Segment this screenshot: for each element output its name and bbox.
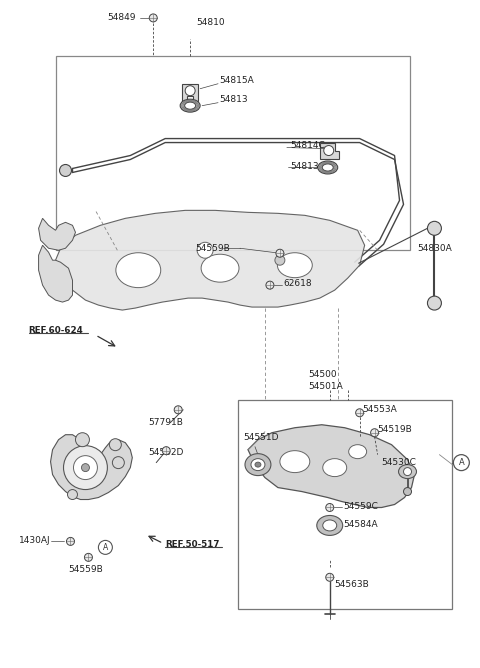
Circle shape — [371, 429, 379, 437]
Ellipse shape — [322, 164, 333, 171]
Circle shape — [84, 553, 93, 561]
Ellipse shape — [116, 253, 161, 288]
Circle shape — [174, 405, 182, 413]
Circle shape — [404, 488, 411, 496]
Text: 54584A: 54584A — [344, 520, 378, 529]
Circle shape — [275, 255, 285, 265]
Text: A: A — [103, 543, 108, 552]
Circle shape — [356, 409, 364, 417]
Circle shape — [73, 456, 97, 480]
Bar — [238, 400, 452, 609]
Polygon shape — [38, 218, 75, 250]
Circle shape — [266, 281, 274, 289]
Circle shape — [149, 14, 157, 22]
Circle shape — [112, 457, 124, 469]
Circle shape — [197, 242, 213, 259]
Circle shape — [324, 146, 334, 156]
Polygon shape — [320, 142, 339, 158]
Text: 54813: 54813 — [219, 95, 248, 104]
Text: 54563B: 54563B — [335, 580, 370, 589]
Ellipse shape — [348, 445, 367, 459]
Text: REF.60-624: REF.60-624 — [29, 325, 84, 335]
Text: 54814C: 54814C — [290, 141, 324, 150]
Text: 54559C: 54559C — [344, 502, 379, 511]
Text: A: A — [458, 458, 464, 467]
Ellipse shape — [201, 255, 239, 282]
Polygon shape — [182, 84, 198, 101]
Ellipse shape — [404, 468, 411, 476]
Text: 54501A: 54501A — [308, 382, 343, 391]
Text: 54530C: 54530C — [382, 458, 417, 467]
Ellipse shape — [280, 451, 310, 472]
Circle shape — [326, 504, 334, 512]
Text: REF.50-517: REF.50-517 — [165, 540, 220, 549]
Polygon shape — [248, 425, 415, 508]
Circle shape — [109, 439, 121, 451]
Text: 57791B: 57791B — [148, 418, 183, 428]
Ellipse shape — [398, 465, 417, 478]
Text: 62618: 62618 — [283, 279, 312, 288]
Ellipse shape — [255, 462, 261, 467]
Text: 54815A: 54815A — [219, 76, 254, 86]
Bar — [56, 56, 409, 250]
Text: 54559B: 54559B — [195, 244, 230, 253]
Text: 54551D: 54551D — [243, 434, 278, 442]
Circle shape — [454, 455, 469, 470]
Circle shape — [428, 296, 442, 310]
Ellipse shape — [185, 102, 196, 110]
Text: 1430AJ: 1430AJ — [19, 536, 50, 545]
Text: 54559B: 54559B — [69, 565, 103, 574]
Circle shape — [82, 464, 89, 472]
Circle shape — [68, 490, 77, 500]
Circle shape — [428, 221, 442, 235]
Text: 54830A: 54830A — [418, 244, 452, 253]
Ellipse shape — [318, 161, 338, 174]
Circle shape — [98, 540, 112, 554]
Circle shape — [162, 447, 170, 455]
Ellipse shape — [323, 459, 347, 476]
Circle shape — [326, 573, 334, 581]
Circle shape — [75, 433, 89, 447]
Ellipse shape — [277, 253, 312, 278]
Polygon shape — [56, 210, 365, 310]
Ellipse shape — [180, 99, 200, 112]
Text: 54553A: 54553A — [363, 405, 397, 414]
Text: 54849: 54849 — [108, 13, 136, 23]
Ellipse shape — [245, 454, 271, 476]
Circle shape — [276, 249, 284, 257]
Text: 54519B: 54519B — [378, 426, 412, 434]
Circle shape — [63, 446, 108, 490]
Text: 54810: 54810 — [196, 19, 225, 27]
Text: 54813: 54813 — [290, 162, 319, 171]
Polygon shape — [38, 245, 72, 302]
Ellipse shape — [317, 516, 343, 536]
Polygon shape — [50, 435, 132, 500]
Ellipse shape — [251, 459, 265, 470]
Text: 54500: 54500 — [308, 370, 336, 379]
Circle shape — [60, 164, 72, 176]
Circle shape — [67, 538, 74, 545]
Circle shape — [185, 86, 195, 96]
Text: 54562D: 54562D — [148, 448, 184, 457]
Ellipse shape — [323, 520, 336, 531]
